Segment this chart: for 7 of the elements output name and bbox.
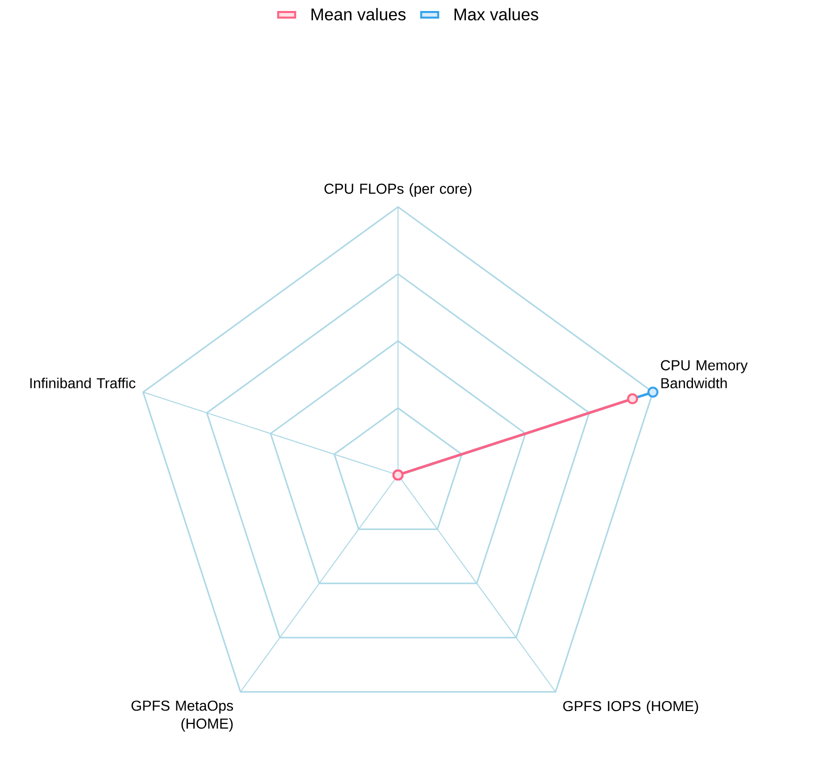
spoke-label: Infiniband Traffic [30,378,136,388]
spoke-label: CPU Memory Bandwidth [660,360,748,388]
spoke-label: CPU FLOPs (per core) [324,183,472,197]
legend-label: Mean values [312,8,406,20]
spoke-label: GPFS MetaOps (HOME) [132,700,234,732]
spoke-label: GPFS IOPS (HOME) [563,700,698,714]
legend-label: Max values [454,8,538,20]
